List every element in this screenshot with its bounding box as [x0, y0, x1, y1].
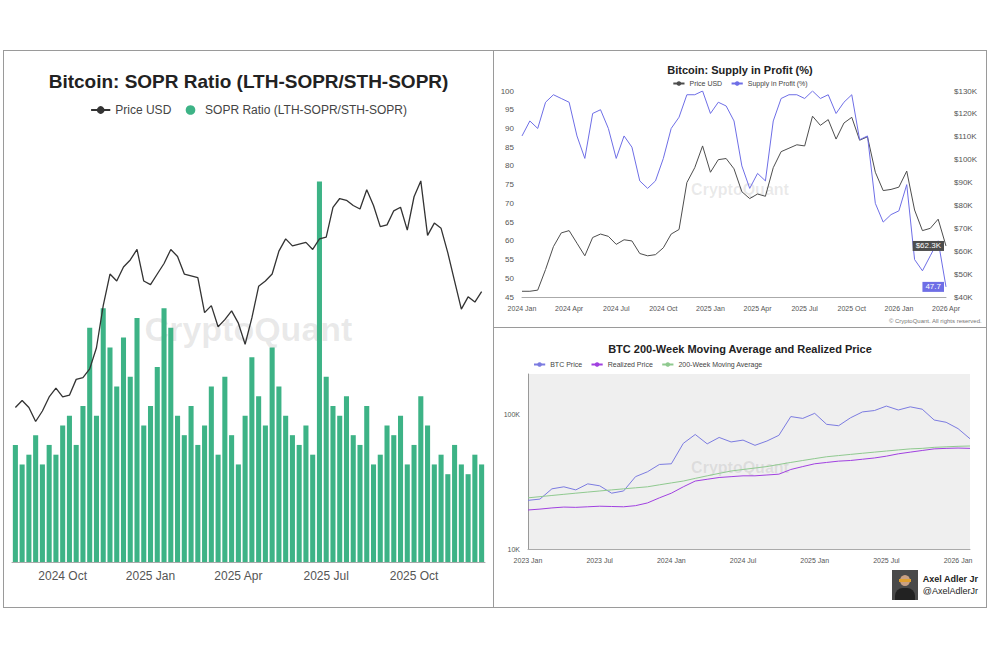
svg-text:SOPR Ratio (LTH-SOPR/STH-SOPR): SOPR Ratio (LTH-SOPR/STH-SOPR) — [205, 103, 407, 117]
svg-text:$80K: $80K — [954, 201, 973, 210]
svg-text:2024 Apr: 2024 Apr — [555, 305, 584, 313]
svg-text:60: 60 — [505, 236, 514, 245]
svg-text:Realized Price: Realized Price — [608, 361, 653, 368]
svg-text:2025 Apr: 2025 Apr — [214, 569, 262, 583]
svg-text:$50K: $50K — [954, 270, 973, 279]
svg-text:2024 Jan: 2024 Jan — [508, 305, 537, 312]
svg-text:2025 Jul: 2025 Jul — [791, 305, 818, 312]
svg-text:$62.3K: $62.3K — [916, 241, 942, 250]
svg-text:2026 Apr: 2026 Apr — [932, 305, 961, 313]
svg-text:10K: 10K — [508, 546, 521, 553]
html-text:Axel Adler Jr: Axel Adler Jr — [922, 574, 978, 584]
svg-text:80: 80 — [505, 161, 514, 170]
svg-text:© CryptoQuant. All rights rese: © CryptoQuant. All rights reserved. — [889, 318, 982, 324]
svg-text:2026 Jan: 2026 Jan — [884, 305, 913, 312]
svg-text:BTC 200-Week Moving Average an: BTC 200-Week Moving Average and Realized… — [608, 343, 872, 355]
svg-text:Bitcoin: Supply in Profit (%): Bitcoin: Supply in Profit (%) — [667, 64, 813, 76]
svg-text:50: 50 — [505, 274, 514, 283]
svg-text:2025 Jan: 2025 Jan — [126, 569, 175, 583]
svg-text:47.7: 47.7 — [925, 282, 941, 291]
svg-text:$40K: $40K — [954, 293, 973, 302]
svg-text:$90K: $90K — [954, 178, 973, 187]
svg-text:2025 Oct: 2025 Oct — [390, 569, 439, 583]
svg-text:$100K: $100K — [954, 155, 978, 164]
svg-text:2023 Jan: 2023 Jan — [514, 557, 543, 564]
svg-text:65: 65 — [505, 218, 514, 227]
svg-text:Price USD: Price USD — [690, 80, 723, 87]
svg-text:$110K: $110K — [954, 132, 977, 141]
svg-text:2026 Jan: 2026 Jan — [944, 557, 973, 564]
svg-text:BTC Price: BTC Price — [550, 361, 582, 368]
svg-text:2024 Jul: 2024 Jul — [603, 305, 630, 312]
svg-text:2025 Oct: 2025 Oct — [838, 305, 866, 312]
svg-text:100K: 100K — [504, 411, 521, 418]
svg-text:200-Week Moving Average: 200-Week Moving Average — [678, 361, 762, 369]
svg-text:70: 70 — [505, 199, 514, 208]
svg-text:$70K: $70K — [954, 224, 973, 233]
svg-text:$130K: $130K — [954, 87, 978, 96]
svg-text:45: 45 — [505, 293, 514, 302]
svg-text:CryptoQuant: CryptoQuant — [691, 459, 789, 476]
svg-text:CryptoQuant: CryptoQuant — [691, 181, 789, 198]
svg-text:85: 85 — [505, 143, 514, 152]
svg-text:2025 Jul: 2025 Jul — [304, 569, 349, 583]
svg-text:2025 Apr: 2025 Apr — [744, 305, 773, 313]
svg-text:Price USD: Price USD — [115, 103, 171, 117]
svg-text:75: 75 — [505, 180, 514, 189]
html-text:@AxelAdlerJr: @AxelAdlerJr — [922, 586, 978, 596]
svg-text:2023 Jul: 2023 Jul — [586, 557, 613, 564]
svg-text:2025 Jan: 2025 Jan — [696, 305, 725, 312]
svg-text:2024 Oct: 2024 Oct — [38, 569, 87, 583]
svg-text:Supply in Profit (%): Supply in Profit (%) — [748, 80, 808, 88]
svg-text:2025 Jan: 2025 Jan — [800, 557, 829, 564]
svg-text:$60K: $60K — [954, 247, 973, 256]
svg-text:95: 95 — [505, 105, 514, 114]
svg-text:2024 Oct: 2024 Oct — [649, 305, 677, 312]
svg-text:$120K: $120K — [954, 109, 978, 118]
svg-text:Bitcoin: SOPR Ratio (LTH-SOPR/: Bitcoin: SOPR Ratio (LTH-SOPR/STH-SOPR) — [49, 71, 449, 92]
svg-text:2024 Jul: 2024 Jul — [730, 557, 757, 564]
svg-text:2025 Jul: 2025 Jul — [873, 557, 900, 564]
svg-text:55: 55 — [505, 255, 514, 264]
svg-text:2024 Jan: 2024 Jan — [657, 557, 686, 564]
svg-text:100: 100 — [501, 87, 515, 96]
svg-text:90: 90 — [505, 124, 514, 133]
